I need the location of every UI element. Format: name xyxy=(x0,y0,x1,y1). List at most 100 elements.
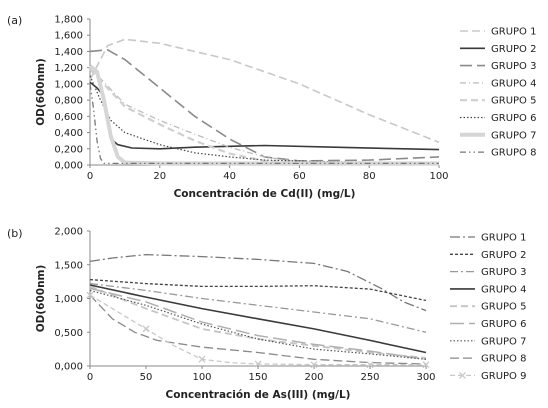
series-line-5 xyxy=(89,285,427,359)
x-axis-label: Concentración de As(III) (mg/L) xyxy=(166,389,351,401)
legend-marker xyxy=(459,371,466,379)
legend-label: GRUPO 6 xyxy=(491,113,536,124)
series-line-8 xyxy=(89,83,439,165)
x-tick-label: 40 xyxy=(223,171,236,182)
series-line-1 xyxy=(89,38,440,144)
series-group-4 xyxy=(89,284,427,354)
legend-label: GRUPO 8 xyxy=(481,354,526,365)
x-tick-label: 0 xyxy=(87,171,93,182)
y-tick-label: 0,200 xyxy=(54,144,83,155)
y-tick-label: 1,800 xyxy=(54,15,83,26)
y-tick-label: 1,200 xyxy=(54,63,83,74)
legend-item-8: GRUPO 8 xyxy=(450,354,526,365)
legend-item-5: GRUPO 5 xyxy=(460,96,536,107)
legend-label: GRUPO 5 xyxy=(491,96,536,107)
series-marker xyxy=(310,361,318,369)
legend-item-7: GRUPO 7 xyxy=(460,130,536,141)
series-line-4 xyxy=(89,284,427,354)
y-tick-label: 2,000 xyxy=(54,227,83,238)
x-tick-label: 250 xyxy=(360,372,379,383)
x-tick-label: 60 xyxy=(293,171,306,182)
legend-item-7: GRUPO 7 xyxy=(450,336,526,347)
series-group-2 xyxy=(89,278,427,302)
y-tick-label: 0,800 xyxy=(54,96,83,107)
series-marker xyxy=(422,361,430,369)
x-tick-label: 20 xyxy=(153,171,166,182)
x-tick-label: 200 xyxy=(304,372,323,383)
series-group-8 xyxy=(89,294,427,365)
y-axis-label: OD(600nm) xyxy=(35,265,47,333)
panel-label: (a) xyxy=(7,14,22,27)
legend-label: GRUPO 2 xyxy=(491,44,536,55)
y-tick-label: 1,500 xyxy=(54,260,83,271)
legend-label: GRUPO 7 xyxy=(481,336,526,347)
y-tick-label: 0,400 xyxy=(54,128,83,139)
y-tick-label: 1,400 xyxy=(54,47,83,58)
legend-label: GRUPO 5 xyxy=(481,302,526,313)
legend-item-6: GRUPO 6 xyxy=(450,319,526,330)
x-tick-label: 0 xyxy=(87,372,93,383)
series-line-2 xyxy=(89,278,427,302)
x-tick-label: 300 xyxy=(416,372,435,383)
legend-item-4: GRUPO 4 xyxy=(450,284,526,295)
panel-label: (b) xyxy=(7,227,23,240)
x-tick-label: 100 xyxy=(192,372,211,383)
legend-label: GRUPO 2 xyxy=(481,250,526,261)
series-line-8 xyxy=(89,294,427,365)
x-tick-label: 50 xyxy=(140,372,153,383)
legend-label: GRUPO 6 xyxy=(481,319,526,330)
x-tick-label: 80 xyxy=(363,171,376,182)
legend-label: GRUPO 1 xyxy=(491,27,536,38)
series-line-9 xyxy=(89,294,426,366)
legend-item-4: GRUPO 4 xyxy=(460,78,536,89)
y-tick-label: 0,000 xyxy=(54,362,83,373)
legend-item-3: GRUPO 3 xyxy=(450,267,526,278)
y-tick-label: 1,600 xyxy=(54,31,83,42)
legend-label: GRUPO 4 xyxy=(491,78,536,89)
series-marker xyxy=(254,360,262,368)
series-group-8 xyxy=(89,83,439,165)
series-group-7 xyxy=(89,289,427,360)
series-group-1 xyxy=(89,253,427,312)
y-tick-label: 0,600 xyxy=(54,112,83,123)
legend-label: GRUPO 7 xyxy=(491,130,536,141)
series-marker xyxy=(142,325,150,333)
legend-item-6: GRUPO 6 xyxy=(460,113,536,124)
series-group-1 xyxy=(89,38,440,144)
x-tick-label: 100 xyxy=(429,171,448,182)
series-group-5 xyxy=(89,285,427,359)
legend-label: GRUPO 3 xyxy=(481,267,526,278)
legend-item-2: GRUPO 2 xyxy=(450,250,526,261)
series-line-3 xyxy=(89,49,440,162)
legend-item-5: GRUPO 5 xyxy=(450,302,526,313)
series-marker xyxy=(366,361,374,369)
legend-item-8: GRUPO 8 xyxy=(460,148,536,159)
series-marker xyxy=(198,355,206,363)
series-line-1 xyxy=(89,253,427,312)
legend-item-1: GRUPO 1 xyxy=(460,27,536,38)
chart-panel-2: (b) 0,000 0,500 1,000 1,500 2,000 0 50 100 150 200… xyxy=(7,227,526,402)
series-line-6 xyxy=(89,75,440,164)
legend-label: GRUPO 8 xyxy=(491,148,536,159)
legend-item-2: GRUPO 2 xyxy=(460,44,536,55)
y-tick-label: 1,000 xyxy=(54,294,83,305)
legend-item-3: GRUPO 3 xyxy=(460,61,536,72)
legend-label: GRUPO 9 xyxy=(481,371,526,382)
series-group-9 xyxy=(86,291,430,369)
y-axis-label: OD(600nm) xyxy=(35,58,47,126)
legend-item-1: GRUPO 1 xyxy=(450,233,526,244)
legend-label: GRUPO 3 xyxy=(491,61,536,72)
legend-label: GRUPO 4 xyxy=(481,284,526,295)
series-group-6 xyxy=(89,75,440,164)
legend-item-9: GRUPO 9 xyxy=(450,371,526,382)
series-marker xyxy=(86,291,94,299)
y-tick-label: 1,000 xyxy=(54,79,83,90)
series-group-6 xyxy=(89,287,427,361)
y-tick-label: 0,500 xyxy=(54,328,83,339)
legend-label: GRUPO 1 xyxy=(481,233,526,244)
y-tick-label: 0,000 xyxy=(54,161,83,172)
x-axis-label: Concentración de Cd(II) (mg/L) xyxy=(174,188,356,200)
series-line-6 xyxy=(89,287,427,361)
chart-panel-1: (a) 0,000 0,200 0,400 0,600 0,800 1,000 1,200 1,… xyxy=(7,14,536,200)
